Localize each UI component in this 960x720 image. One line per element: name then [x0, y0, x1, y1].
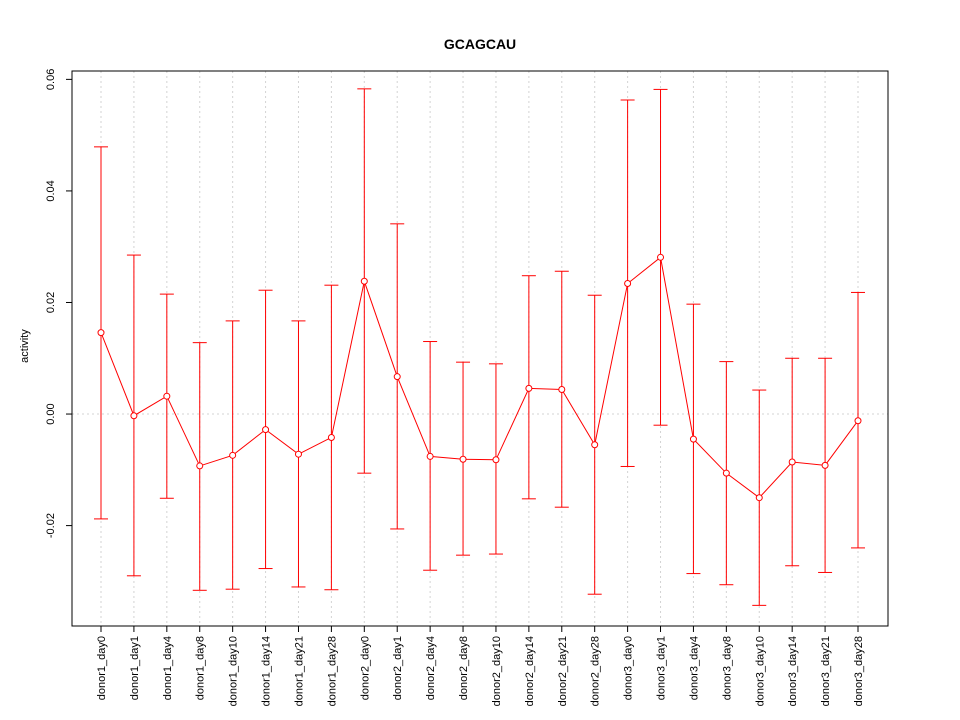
x-tick-label: donor1_day4: [162, 636, 174, 700]
x-tick-label: donor2_day8: [458, 636, 470, 700]
data-point: [327, 433, 335, 441]
data-point: [821, 461, 829, 469]
x-tick-label: donor2_day14: [524, 636, 536, 706]
x-tick-label: donor1_day21: [293, 636, 305, 706]
data-point: [492, 456, 500, 464]
data-point: [97, 329, 105, 337]
x-tick-label: donor1_day8: [195, 636, 207, 700]
data-point: [525, 384, 533, 392]
y-tick-label: 0.00: [45, 403, 57, 424]
data-point: [689, 435, 697, 443]
data-point: [854, 417, 862, 425]
x-tick-label: donor3_day8: [721, 636, 733, 700]
data-point: [426, 452, 434, 460]
x-tick-label: donor3_day21: [820, 636, 832, 706]
y-tick-label: 0.02: [45, 292, 57, 313]
data-point: [294, 450, 302, 458]
x-tick-label: donor2_day21: [557, 636, 569, 706]
x-tick-label: donor3_day28: [853, 636, 865, 706]
data-point: [755, 494, 763, 502]
data-point: [229, 451, 237, 459]
x-tick-label: donor3_day4: [688, 636, 700, 700]
x-tick-label: donor1_day0: [96, 636, 108, 700]
x-tick-label: donor3_day1: [656, 636, 668, 700]
y-tick-label: 0.04: [45, 180, 57, 201]
data-point: [558, 385, 566, 393]
y-tick-label: 0.06: [45, 69, 57, 90]
data-point: [163, 392, 171, 400]
data-point: [788, 458, 796, 466]
data-point: [196, 462, 204, 470]
x-tick-label: donor2_day4: [425, 636, 437, 700]
data-point: [657, 253, 665, 261]
y-axis-label: activity: [19, 329, 31, 363]
x-tick-label: donor2_day28: [590, 636, 602, 706]
series-line: [100, 256, 859, 499]
x-tick-label: donor2_day0: [359, 636, 371, 700]
x-tick-label: donor1_day1: [129, 636, 141, 700]
x-tick-label: donor3_day14: [787, 636, 799, 706]
data-point: [360, 277, 368, 285]
x-tick-label: donor2_day10: [491, 636, 503, 706]
y-axis: -0.02 0.00 0.02 0.04 0.06: [45, 69, 72, 538]
x-tick-label: donor2_day1: [392, 636, 404, 700]
data-point: [262, 426, 270, 434]
chart-title: GCAGCAU: [444, 36, 516, 52]
plot-frame: [71, 70, 889, 627]
x-axis: donor1_day0 donor1_day1 donor1_day4 donor1_…: [96, 626, 865, 706]
x-tick-label: donor1_day28: [326, 636, 338, 706]
x-tick-label: donor1_day10: [228, 636, 240, 706]
y-tick-label: -0.02: [45, 513, 57, 538]
series-layer: [94, 88, 865, 606]
data-point: [130, 412, 138, 420]
grid-layer: [72, 71, 888, 626]
data-point: [591, 441, 599, 449]
data-point: [459, 455, 467, 463]
data-point: [722, 469, 730, 477]
x-tick-label: donor3_day0: [623, 636, 635, 700]
x-tick-label: donor1_day14: [261, 636, 273, 706]
data-point: [624, 280, 632, 288]
data-point: [393, 373, 401, 381]
x-tick-label: donor3_day10: [754, 636, 766, 706]
